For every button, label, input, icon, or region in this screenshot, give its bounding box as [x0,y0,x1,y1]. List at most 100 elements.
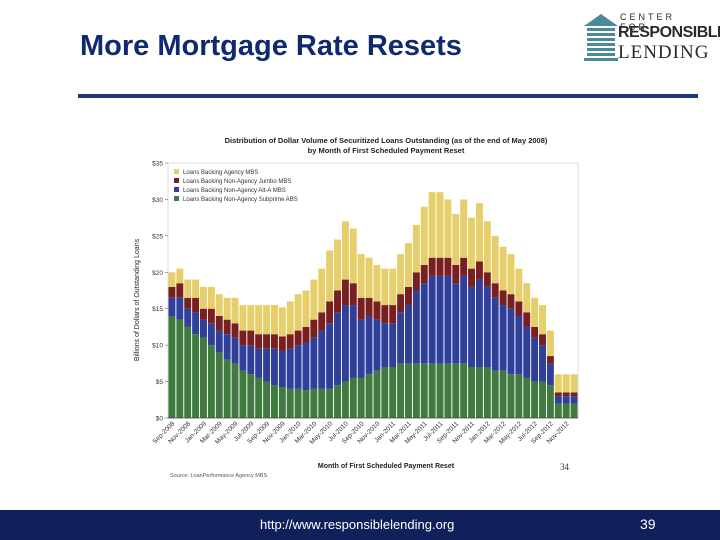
bar-segment-agency [357,254,365,298]
bar-segment-alta [326,323,334,389]
bar-segment-alta [270,348,278,386]
bar-segment-jumbo [420,265,428,284]
bar-segment-jumbo [373,301,381,320]
bar-segment-alta [420,283,428,364]
bar-segment-alta [405,305,412,364]
y-tick-label: $0 [156,416,164,423]
bar-segment-subprime [420,363,428,418]
bar-segment-agency [270,305,278,335]
legend-swatch-jumbo [174,178,179,183]
bar-segment-jumbo [184,297,192,309]
bar-segment-agency [397,254,405,295]
bar-segment-subprime [318,388,326,418]
bar-segment-subprime [192,334,200,418]
bar-segment-jumbo [546,356,554,364]
bar-segment-alta [507,308,515,375]
bar-segment-agency [546,330,554,357]
bar-segment-alta [539,345,546,382]
bar-segment-jumbo [562,392,570,397]
bar-segment-agency [554,374,562,393]
bar-segment-jumbo [483,272,491,287]
bar-segment-agency [341,221,349,280]
bar-segment-subprime [231,363,239,418]
bar-segment-subprime [200,337,207,418]
bar-segment-alta [546,363,554,386]
bar-segment-subprime [357,377,365,418]
chart-corner-number: 34 [560,462,570,472]
bar-segment-subprime [546,385,554,418]
bar-segment-agency [184,279,192,298]
bar-segment-subprime [523,377,531,418]
bar-segment-jumbo [239,330,247,346]
bar-segment-jumbo [200,308,207,320]
page-title: More Mortgage Rate Resets [80,30,462,62]
plot-area: $0$5$10$15$20$25$30$35Sep-2008Nov-2008Ja… [151,161,579,446]
bar-segment-subprime [184,326,192,418]
bar-segment-agency [468,217,476,269]
bar-segment-alta [389,323,397,367]
bar-segment-agency [562,374,570,393]
chart-title: Distribution of Dollar Volume of Securit… [225,136,548,145]
bar-segment-jumbo [412,272,420,291]
bar-segment-alta [278,350,286,388]
y-tick-label: $20 [152,270,163,277]
bar-segment-alta [168,297,176,316]
bar-segment-jumbo [405,286,412,306]
bar-segment-alta [341,305,349,382]
bar-segment-alta [428,275,436,364]
bar-segment-jumbo [247,330,255,346]
bar-segment-alta [357,319,365,378]
bar-segment-subprime [531,381,539,418]
legend-swatch-agency [174,169,179,174]
bar-segment-jumbo [381,305,389,324]
bar-segment-jumbo [452,265,460,284]
bar-segment-alta [515,316,523,375]
bar-segment-subprime [215,352,223,418]
bar-segment-agency [326,250,334,302]
bar-segment-subprime [570,403,578,418]
bar-segment-alta [176,297,184,320]
bar-segment-agency [539,305,546,335]
bar-segment-subprime [499,370,507,418]
bar-segment-agency [436,192,444,258]
bar-segment-alta [452,283,460,364]
y-tick-label: $35 [152,161,163,168]
bar-segment-alta [223,334,231,360]
bar-segment-jumbo [523,312,531,327]
bar-segment-jumbo [357,297,365,320]
bar-segment-subprime [444,363,452,418]
bar-segment-jumbo [460,257,468,276]
bar-segment-jumbo [515,301,523,316]
bar-segment-agency [373,265,381,302]
bar-segment-alta [286,348,294,389]
bar-segment-jumbo [255,334,263,349]
bar-segment-agency [318,268,326,313]
bar-segment-jumbo [207,308,215,324]
bar-segment-jumbo [302,326,310,343]
bar-segment-subprime [341,381,349,418]
bar-segment-alta [231,337,239,364]
bar-segment-subprime [223,359,231,418]
bar-segment-subprime [475,367,483,418]
bar-segment-jumbo [168,286,176,298]
bar-segment-jumbo [444,257,452,276]
bar-segment-agency [263,305,271,335]
bar-segment-alta [483,286,491,367]
bar-segment-alta [460,275,468,364]
legend-label: Loans Backing Non-Agency Subprime ABS [183,197,298,203]
stacked-bar-chart: Distribution of Dollar Volume of Securit… [134,136,579,479]
bar-segment-subprime [278,387,286,418]
bar-segment-jumbo [278,336,286,351]
logo-line-1: CENTER FOR [620,12,676,32]
bar-segment-alta [215,330,223,353]
bar-segment-jumbo [310,319,318,338]
building-icon [584,14,618,61]
bar-segment-agency [507,254,515,295]
chart-subtitle: by Month of First Scheduled Payment Rese… [308,146,465,155]
bar-segment-subprime [554,403,562,418]
bar-segment-subprime [365,374,373,418]
bar-segment-agency [334,239,341,291]
bar-segment-alta [294,345,302,389]
bar-segment-subprime [428,363,436,418]
bar-segment-subprime [507,374,515,418]
